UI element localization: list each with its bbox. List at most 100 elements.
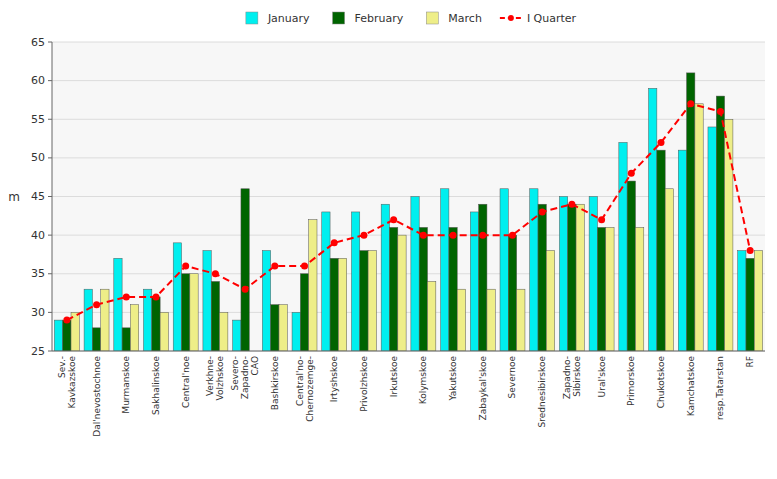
category-label: Severnoe bbox=[507, 356, 517, 399]
bar bbox=[233, 320, 241, 351]
tick-label: 55 bbox=[31, 113, 45, 126]
bar bbox=[665, 189, 673, 351]
grid-line bbox=[52, 42, 765, 43]
bar bbox=[597, 227, 605, 351]
bar bbox=[63, 320, 71, 351]
legend-label: March bbox=[448, 12, 482, 25]
category-label: Verkhne-Volzhskoe bbox=[205, 356, 225, 401]
x-axis-line bbox=[52, 351, 765, 352]
bar bbox=[220, 312, 228, 351]
grid-line bbox=[52, 119, 765, 120]
category-label: Zapadno-Sibirskoe bbox=[562, 356, 582, 400]
bar bbox=[589, 197, 597, 352]
bar bbox=[203, 251, 211, 351]
line-marker bbox=[331, 239, 338, 246]
bar bbox=[322, 212, 330, 351]
tick-label: 40 bbox=[31, 229, 45, 242]
bar bbox=[92, 328, 100, 351]
line-marker bbox=[479, 232, 486, 239]
legend-item: I Quarter bbox=[500, 12, 577, 25]
bar bbox=[360, 251, 368, 351]
tick-label: 60 bbox=[31, 74, 45, 87]
line-marker bbox=[93, 301, 100, 308]
line-marker bbox=[360, 232, 367, 239]
category-label: Severo-Zapadno-CAO bbox=[230, 356, 260, 399]
bar bbox=[300, 274, 308, 351]
line-marker bbox=[182, 263, 189, 270]
tick-mark bbox=[48, 235, 52, 236]
line-marker bbox=[301, 263, 308, 270]
bar bbox=[182, 274, 190, 351]
category-label: Irkutskoe bbox=[389, 356, 399, 398]
line-marker bbox=[539, 208, 546, 215]
bar bbox=[627, 181, 635, 351]
bar bbox=[559, 197, 567, 352]
line-marker bbox=[509, 232, 516, 239]
bar bbox=[152, 297, 160, 351]
legend: January February March I Quarter bbox=[246, 12, 577, 25]
line-marker bbox=[420, 232, 427, 239]
bar bbox=[389, 227, 397, 351]
bar bbox=[695, 104, 703, 351]
bar bbox=[738, 251, 746, 351]
bar bbox=[687, 73, 695, 351]
category-label: Primorskoe bbox=[626, 356, 636, 407]
tick-mark bbox=[48, 119, 52, 120]
bar bbox=[114, 258, 122, 351]
bar bbox=[530, 189, 538, 351]
legend-label: February bbox=[355, 12, 404, 25]
bar-series bbox=[63, 73, 755, 351]
plot-background bbox=[52, 42, 765, 351]
bar bbox=[428, 281, 436, 351]
line-marker bbox=[450, 232, 457, 239]
bar bbox=[419, 227, 427, 351]
bar bbox=[487, 289, 495, 351]
category-label: Bashkirskoe bbox=[270, 356, 280, 411]
line-marker bbox=[598, 216, 605, 223]
bar bbox=[716, 96, 724, 351]
bar bbox=[271, 305, 279, 351]
bar-series bbox=[71, 104, 763, 351]
line-marker bbox=[123, 293, 130, 300]
chart-container: 253035404550556065mSev.-KavkazskoeDal'ne… bbox=[0, 0, 777, 479]
grid-line bbox=[52, 351, 765, 352]
bar bbox=[708, 127, 716, 351]
tick-label: 65 bbox=[31, 36, 45, 49]
tick-mark bbox=[48, 157, 52, 158]
legend-label: I Quarter bbox=[527, 12, 577, 25]
category-label: Central'noe bbox=[181, 356, 191, 408]
legend-item: January bbox=[246, 12, 310, 25]
legend-swatch bbox=[426, 12, 438, 24]
tick-label: 45 bbox=[31, 190, 45, 203]
bar bbox=[470, 212, 478, 351]
bar bbox=[411, 197, 419, 352]
line-marker bbox=[628, 170, 635, 177]
tick-mark bbox=[48, 196, 52, 197]
line-series bbox=[63, 100, 753, 323]
y-axis-line bbox=[52, 42, 53, 351]
legend-label: January bbox=[267, 12, 310, 25]
bar bbox=[241, 189, 249, 351]
bar bbox=[309, 220, 317, 351]
bar bbox=[130, 305, 138, 351]
bar bbox=[568, 204, 576, 351]
category-label: RF bbox=[745, 356, 755, 367]
tick-mark bbox=[48, 42, 52, 43]
bar bbox=[101, 289, 109, 351]
line-marker bbox=[152, 293, 159, 300]
category-label: Srednesibirskoe bbox=[537, 356, 547, 428]
tick-mark bbox=[48, 80, 52, 81]
line bbox=[67, 104, 750, 320]
bar bbox=[368, 251, 376, 351]
bar bbox=[190, 274, 198, 351]
bar bbox=[211, 281, 219, 351]
bar bbox=[54, 320, 62, 351]
bar bbox=[754, 251, 762, 351]
category-label: resp.Tatarstan bbox=[715, 356, 725, 420]
line-marker bbox=[390, 216, 397, 223]
category-label: Chukotskoe bbox=[656, 356, 666, 409]
category-label: Dal'nevostochnoe bbox=[92, 356, 102, 437]
legend-item: March bbox=[426, 12, 482, 25]
category-label: Irtyshskoe bbox=[329, 356, 339, 403]
category-label: Kolymskoe bbox=[418, 356, 428, 405]
